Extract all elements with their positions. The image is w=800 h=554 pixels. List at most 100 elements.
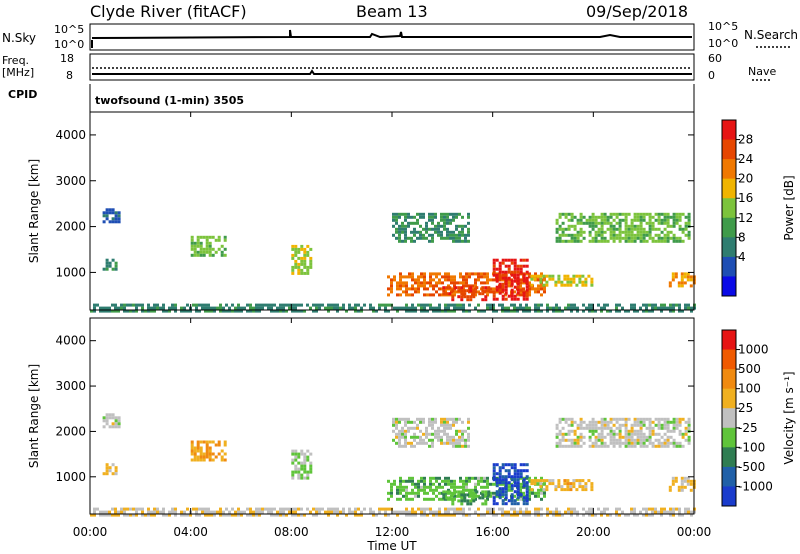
- heatmap-cell: [309, 265, 313, 269]
- heatmap-cell: [105, 261, 109, 265]
- heatmap-cell: [504, 282, 508, 286]
- heatmap-cell: [422, 212, 425, 216]
- heatmap-cell: [401, 239, 404, 243]
- heatmap-cell: [573, 510, 576, 514]
- heatmap-cell: [453, 284, 456, 288]
- heatmap-cell: [525, 270, 529, 274]
- heatmap-cell: [438, 507, 441, 511]
- heatmap-cell: [642, 432, 646, 436]
- heatmap-cell: [474, 485, 477, 489]
- heatmap-cell: [492, 478, 496, 482]
- heatmap-cell: [579, 218, 583, 222]
- heatmap-cell: [452, 423, 455, 427]
- heatmap-cell: [428, 233, 431, 237]
- heatmap-cell: [420, 309, 423, 313]
- heatmap-cell: [300, 461, 304, 465]
- heatmap-cell: [639, 215, 643, 219]
- heatmap-cell: [420, 284, 423, 288]
- heatmap-cell: [663, 233, 667, 237]
- heatmap-cell: [627, 444, 631, 448]
- heatmap-cell: [633, 429, 637, 433]
- heatmap-cell: [208, 244, 212, 248]
- heatmap-cell: [492, 496, 496, 500]
- heatmap-cell: [105, 510, 108, 514]
- heatmap-cell: [590, 280, 594, 284]
- heatmap-cell: [451, 493, 455, 497]
- heatmap-cell: [425, 441, 428, 445]
- heatmap-cell: [114, 416, 118, 420]
- heatmap-cell: [297, 467, 301, 471]
- heatmap-cell: [600, 233, 604, 237]
- heatmap-cell: [672, 441, 676, 445]
- heatmap-cell: [202, 458, 206, 462]
- heatmap-cell: [567, 227, 571, 231]
- heatmap-cell: [582, 420, 586, 424]
- heatmap-cell: [414, 491, 417, 495]
- heatmap-cell: [624, 423, 628, 427]
- heatmap-cell: [522, 287, 525, 291]
- heatmap-cell: [407, 224, 410, 228]
- heatmap-cell: [442, 496, 446, 500]
- heatmap-cell: [297, 303, 300, 307]
- heatmap-cell: [461, 233, 464, 237]
- heatmap-cell: [621, 423, 625, 427]
- heatmap-cell: [144, 309, 147, 313]
- heatmap-cell: [597, 221, 601, 225]
- heatmap-cell: [193, 446, 197, 450]
- heatmap-cell: [462, 281, 465, 285]
- heatmap-cell: [205, 247, 209, 251]
- heatmap-cell: [111, 220, 115, 224]
- heatmap-cell: [591, 236, 595, 240]
- heatmap-cell: [594, 239, 598, 243]
- heatmap-cell: [431, 426, 434, 430]
- heatmap-cell: [417, 491, 420, 495]
- heatmap-cell: [576, 233, 580, 237]
- heatmap-cell: [405, 309, 408, 313]
- heatmap-cell: [645, 309, 648, 313]
- heatmap-cell: [455, 215, 458, 219]
- heatmap-cell: [444, 272, 447, 276]
- heatmap-cell: [297, 309, 300, 313]
- heatmap-cell: [666, 444, 670, 448]
- heatmap-cell: [663, 239, 667, 243]
- heatmap-cell: [636, 309, 639, 313]
- heatmap-cell: [360, 510, 363, 514]
- heatmap-cell: [471, 488, 474, 492]
- heatmap-cell: [420, 303, 423, 307]
- heatmap-cell: [498, 264, 502, 268]
- heatmap-cell: [683, 281, 687, 285]
- heatmap-cell: [467, 417, 470, 421]
- heatmap-cell: [648, 441, 652, 445]
- heatmap-cell: [450, 275, 453, 279]
- heatmap-cell: [452, 444, 455, 448]
- heatmap-cell: [588, 215, 592, 219]
- heatmap-cell: [573, 420, 577, 424]
- heatmap-cell: [630, 444, 634, 448]
- heatmap-cell: [651, 239, 655, 243]
- heatmap-cell: [570, 417, 574, 421]
- heatmap-cell: [453, 275, 456, 279]
- heatmap-cell: [603, 239, 607, 243]
- heatmap-cell: [687, 510, 690, 514]
- heatmap-cell: [618, 239, 622, 243]
- heatmap-cell: [469, 295, 473, 299]
- heatmap-cell: [204, 513, 207, 517]
- heatmap-cell: [399, 272, 402, 276]
- heatmap-cell: [399, 476, 402, 480]
- heatmap-cell: [591, 420, 595, 424]
- heatmap-cell: [642, 218, 646, 222]
- heatmap-cell: [195, 507, 198, 511]
- heatmap-cell: [564, 510, 567, 514]
- heatmap-cell: [591, 510, 594, 514]
- heatmap-cell: [205, 446, 209, 450]
- heatmap-cell: [213, 306, 216, 310]
- heatmap-cell: [441, 281, 444, 285]
- heatmap-cell: [581, 479, 585, 483]
- heatmap-cell: [504, 510, 507, 514]
- heatmap-cell: [438, 303, 441, 307]
- heatmap-cell: [689, 284, 693, 288]
- heatmap-cell: [519, 494, 522, 498]
- heatmap-cell: [591, 227, 595, 231]
- heatmap-cell: [407, 236, 410, 240]
- heatmap-cell: [202, 250, 206, 254]
